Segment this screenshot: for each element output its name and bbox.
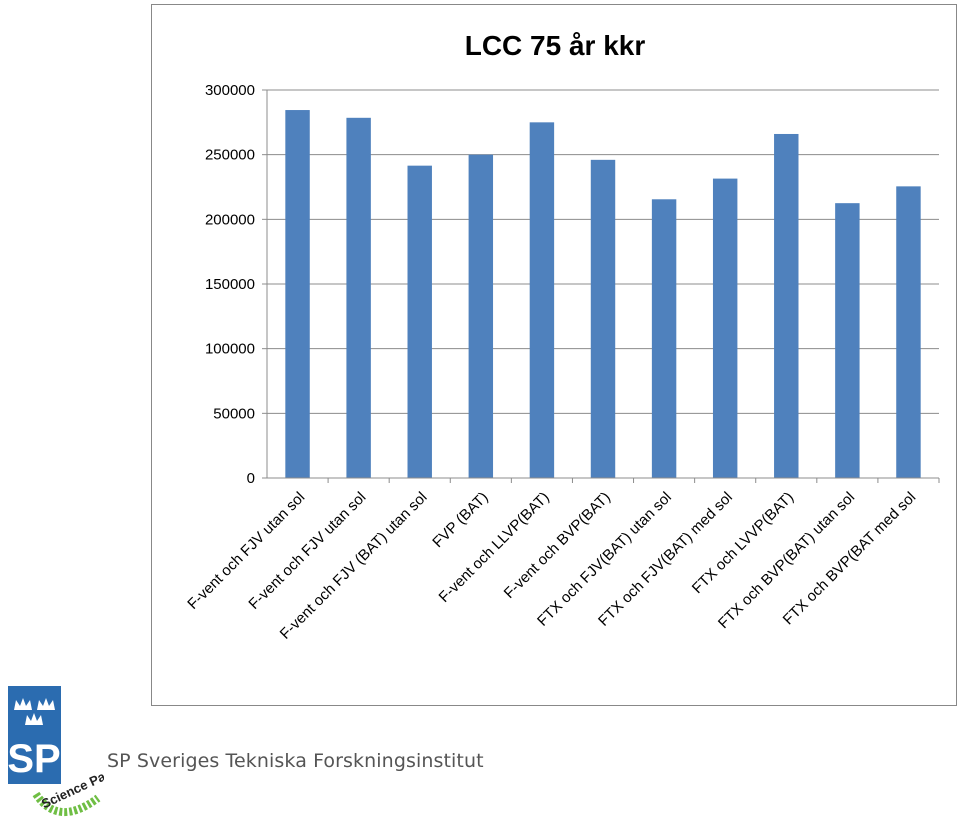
y-tick-label: 50000 bbox=[213, 405, 255, 422]
bar bbox=[590, 159, 616, 478]
bar bbox=[712, 178, 738, 479]
x-category-label: FTX och LVVP(BAT) bbox=[689, 489, 797, 597]
x-category-label: F-vent och FJV utan sol bbox=[245, 489, 369, 613]
bar bbox=[346, 117, 371, 478]
bar bbox=[651, 199, 677, 478]
organization-name: SP Sveriges Tekniska Forskningsinstitut bbox=[107, 750, 484, 772]
chart-title: LCC 75 år kkr bbox=[465, 30, 646, 61]
bar bbox=[835, 203, 860, 478]
x-category-label: F-vent och LLVP(BAT) bbox=[436, 489, 553, 606]
bar bbox=[285, 110, 310, 479]
y-tick-label: 300000 bbox=[205, 82, 255, 99]
bar-chart: LCC 75 år kkr 0 50000 100000 150000 200000 25… bbox=[184, 30, 940, 643]
y-tick-label: 150000 bbox=[205, 276, 255, 293]
x-category-label: F-vent och FJV utan sol bbox=[184, 489, 308, 613]
x-category-label: FTX och BVP(BAT med sol bbox=[780, 489, 920, 629]
bar bbox=[529, 122, 555, 478]
sp-logo: SP Science Partner bbox=[8, 686, 104, 816]
crowns-icon bbox=[14, 698, 55, 725]
x-category-label: FVP (BAT) bbox=[429, 489, 491, 551]
bar bbox=[407, 165, 432, 478]
chart-frame: LCC 75 år kkr 0 50000 100000 150000 200000 25… bbox=[151, 4, 957, 706]
bar bbox=[774, 133, 799, 478]
y-tick-label: 200000 bbox=[205, 211, 255, 228]
bar bbox=[468, 154, 494, 478]
y-tick-label: 250000 bbox=[205, 147, 255, 164]
x-category-label: F-vent och BVP(BAT) bbox=[501, 489, 614, 602]
bar bbox=[896, 186, 921, 478]
sp-logo-text: SP bbox=[8, 737, 61, 781]
y-tick-label: 0 bbox=[247, 470, 255, 487]
y-tick-label: 100000 bbox=[205, 341, 255, 358]
